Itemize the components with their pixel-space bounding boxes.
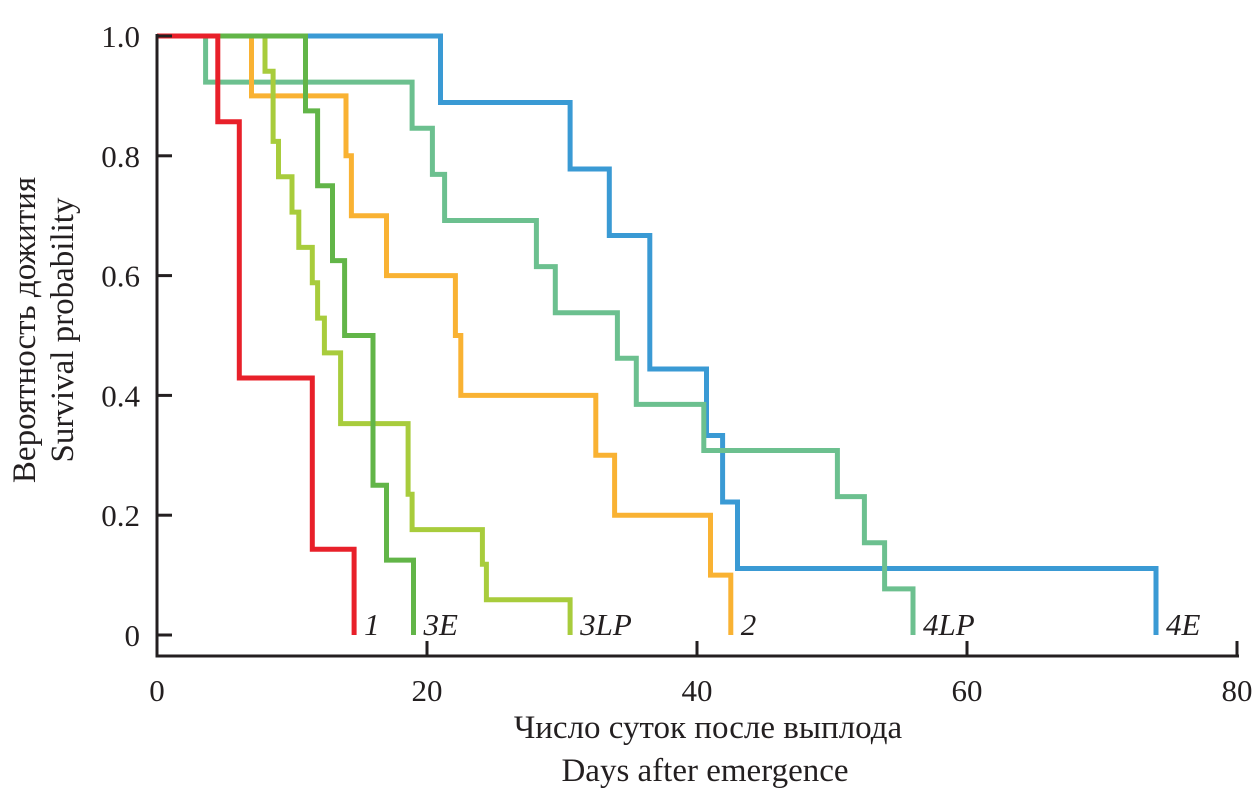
- y-tick-label: 0: [125, 618, 141, 653]
- series-label-3E: 3E: [423, 607, 459, 642]
- series-labels: 4E 4LP 2 3LP 3E 1: [364, 607, 1200, 642]
- x-tick-label: 80: [1222, 673, 1253, 708]
- series-label-2: 2: [741, 607, 757, 642]
- y-tick-label: 0.4: [101, 378, 140, 413]
- x-tick-label: 20: [412, 673, 443, 708]
- x-tick-label: 40: [682, 673, 713, 708]
- series-label-3LP: 3LP: [579, 607, 632, 642]
- y-tick-label: 0.8: [101, 139, 140, 174]
- series-line-2: [157, 33, 734, 635]
- series-label-1: 1: [364, 607, 380, 642]
- series-label-4LP: 4LP: [923, 607, 975, 642]
- y-axis-title-ru: Вероятность дожития: [7, 177, 43, 483]
- x-axis-title-en: Days after emergence: [561, 753, 848, 789]
- y-axis-title-en: Survival probability: [45, 197, 81, 462]
- y-tick-label: 0.6: [101, 259, 140, 294]
- series-line-1: [157, 33, 357, 635]
- x-tick-label: 0: [149, 673, 165, 708]
- x-tick-label: 60: [952, 673, 983, 708]
- series-line-3LP: [157, 33, 573, 635]
- ticks: 0 0.2 0.4 0.6 0.8 1.0 0 20 40 60 80: [101, 19, 1252, 708]
- y-tick-label: 0.2: [101, 498, 140, 533]
- x-axis-title-ru: Число суток после выплода: [514, 710, 903, 746]
- series-line-3E: [157, 33, 416, 635]
- series-line-4LP: [157, 33, 916, 635]
- series-layer: [157, 33, 1159, 635]
- y-tick-label: 1.0: [101, 19, 140, 54]
- series-line-4E: [157, 33, 1159, 635]
- series-label-4E: 4E: [1166, 607, 1201, 642]
